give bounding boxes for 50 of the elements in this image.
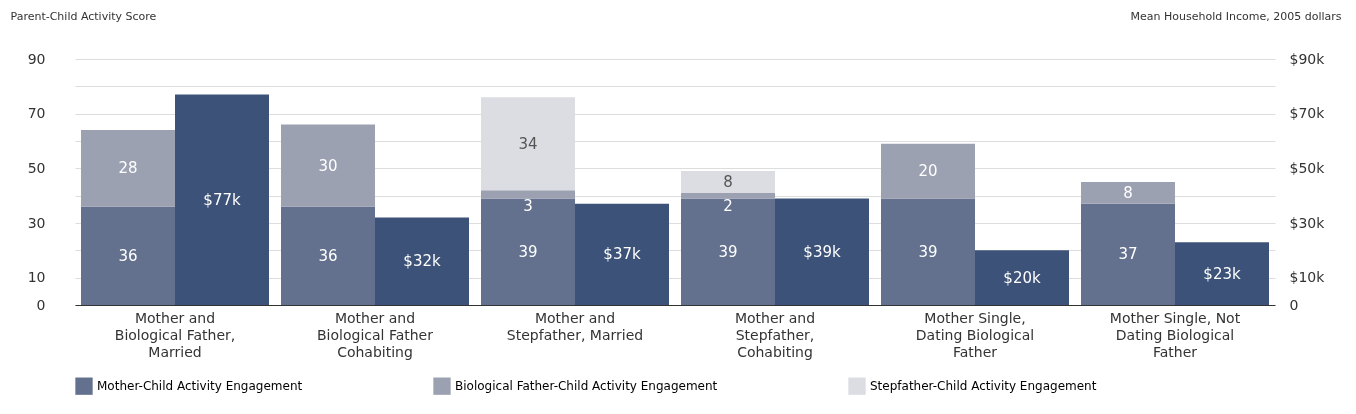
y-tick-label: 0 xyxy=(36,296,46,313)
y2-tick-label: $30k xyxy=(1289,214,1326,231)
data-label: 34 xyxy=(518,134,538,153)
data-label: 20 xyxy=(918,162,938,181)
bar xyxy=(481,190,575,199)
y-tick-label: 30 xyxy=(27,214,46,231)
bar xyxy=(681,171,775,193)
x-tick-label: Mother and Biological Father Cohabiting xyxy=(317,309,434,360)
x-tick-label: Mother Single, Not Dating Biological Father xyxy=(1109,309,1241,360)
y2-tick-label: 0 xyxy=(1289,296,1299,313)
bar xyxy=(175,94,269,305)
x-tick-label: Mother and Stepfather, Married xyxy=(506,309,644,343)
y-tick-label: 10 xyxy=(27,269,46,286)
bar xyxy=(1081,182,1175,204)
bar xyxy=(881,143,975,199)
data-label: 39 xyxy=(718,242,738,261)
y-tick-label: 50 xyxy=(27,159,46,176)
y-tick-label: 90 xyxy=(27,50,46,67)
y2-tick-label: $50k xyxy=(1289,159,1326,176)
data-label: 36 xyxy=(118,246,138,265)
legend-label: Mother-Child Activity Engagement xyxy=(97,379,303,394)
legend-label: Biological Father-Child Activity Engagement xyxy=(455,379,718,394)
data-label: $20k xyxy=(1003,268,1041,287)
data-label: 3 xyxy=(523,196,533,215)
y2-tick-label: $10k xyxy=(1289,269,1326,286)
data-label: $23k xyxy=(1203,264,1241,283)
bar xyxy=(681,192,775,199)
data-label: 8 xyxy=(723,173,733,191)
data-label: 30 xyxy=(318,156,338,175)
data-label: 2 xyxy=(723,196,733,215)
y-axis-title: Parent-Child Activity Score xyxy=(10,9,157,23)
data-label: 8 xyxy=(1123,183,1133,202)
data-label: $32k xyxy=(403,252,441,271)
legend-label: Stepfather-Child Activity Engagement xyxy=(870,379,1097,394)
data-label: $39k xyxy=(803,242,841,261)
data-label: 39 xyxy=(518,242,538,261)
data-label: 28 xyxy=(118,159,138,178)
bar xyxy=(281,124,375,207)
x-tick-label: Mother and Stepfather, Cohabiting xyxy=(734,309,816,360)
x-tick-label: Mother Single, Dating Biological Father xyxy=(915,309,1035,360)
y2-axis-title: Mean Household Income, 2005 dollars xyxy=(1130,9,1342,23)
data-label: 37 xyxy=(1118,245,1138,264)
data-label: 36 xyxy=(318,246,338,265)
data-label: $37k xyxy=(603,245,641,264)
y-tick-label: 70 xyxy=(27,105,46,122)
data-label: 39 xyxy=(918,242,938,261)
x-tick-label: Mother and Biological Father, Married xyxy=(114,309,236,360)
data-label: $77k xyxy=(203,190,241,209)
y2-tick-label: $70k xyxy=(1289,105,1326,122)
y2-tick-label: $90k xyxy=(1289,50,1326,67)
